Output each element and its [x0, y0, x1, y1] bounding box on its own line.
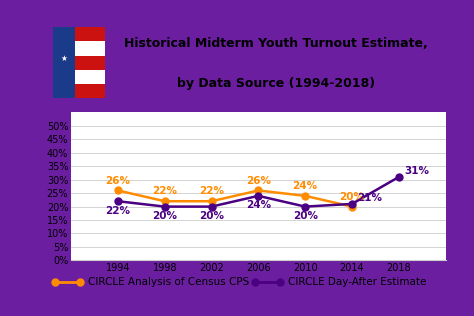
CIRCLE Day-After Estimate: [209, 205, 214, 209]
Text: 21%: 21%: [357, 193, 383, 203]
CIRCLE Analysis of Census CPS: [255, 189, 261, 192]
Text: 24%: 24%: [292, 181, 318, 191]
Text: 22%: 22%: [199, 186, 224, 196]
Text: ★: ★: [61, 53, 68, 63]
CIRCLE Day-After Estimate: [396, 175, 401, 179]
Line: CIRCLE Analysis of Census CPS: CIRCLE Analysis of Census CPS: [114, 187, 356, 210]
Text: 20%: 20%: [152, 211, 177, 221]
FancyBboxPatch shape: [75, 84, 105, 98]
Text: 31%: 31%: [404, 166, 429, 176]
FancyBboxPatch shape: [75, 41, 105, 56]
CIRCLE Analysis of Census CPS: [162, 199, 168, 203]
Text: CIRCLE Day-After Estimate: CIRCLE Day-After Estimate: [288, 277, 427, 287]
Text: 26%: 26%: [246, 175, 271, 185]
Text: by Data Source (1994-2018): by Data Source (1994-2018): [177, 77, 375, 90]
Text: 26%: 26%: [105, 175, 130, 185]
FancyBboxPatch shape: [53, 27, 75, 98]
CIRCLE Day-After Estimate: [115, 199, 121, 203]
CIRCLE Analysis of Census CPS: [115, 189, 121, 192]
CIRCLE Day-After Estimate: [162, 205, 168, 209]
CIRCLE Analysis of Census CPS: [209, 199, 214, 203]
FancyBboxPatch shape: [75, 56, 105, 70]
FancyBboxPatch shape: [75, 27, 105, 41]
Text: CIRCLE Analysis of Census CPS: CIRCLE Analysis of Census CPS: [88, 277, 249, 287]
CIRCLE Day-After Estimate: [255, 194, 261, 198]
Text: 20%: 20%: [339, 192, 365, 202]
Text: 22%: 22%: [105, 206, 130, 216]
CIRCLE Analysis of Census CPS: [349, 205, 355, 209]
Text: Historical Midterm Youth Turnout Estimate,: Historical Midterm Youth Turnout Estimat…: [124, 38, 428, 51]
Line: CIRCLE Day-After Estimate: CIRCLE Day-After Estimate: [114, 173, 402, 210]
Text: 20%: 20%: [292, 211, 318, 221]
CIRCLE Day-After Estimate: [302, 205, 308, 209]
CIRCLE Analysis of Census CPS: [302, 194, 308, 198]
Text: 20%: 20%: [199, 211, 224, 221]
CIRCLE Day-After Estimate: [349, 202, 355, 206]
Text: 22%: 22%: [152, 186, 177, 196]
FancyBboxPatch shape: [75, 70, 105, 84]
Text: 24%: 24%: [246, 200, 271, 210]
